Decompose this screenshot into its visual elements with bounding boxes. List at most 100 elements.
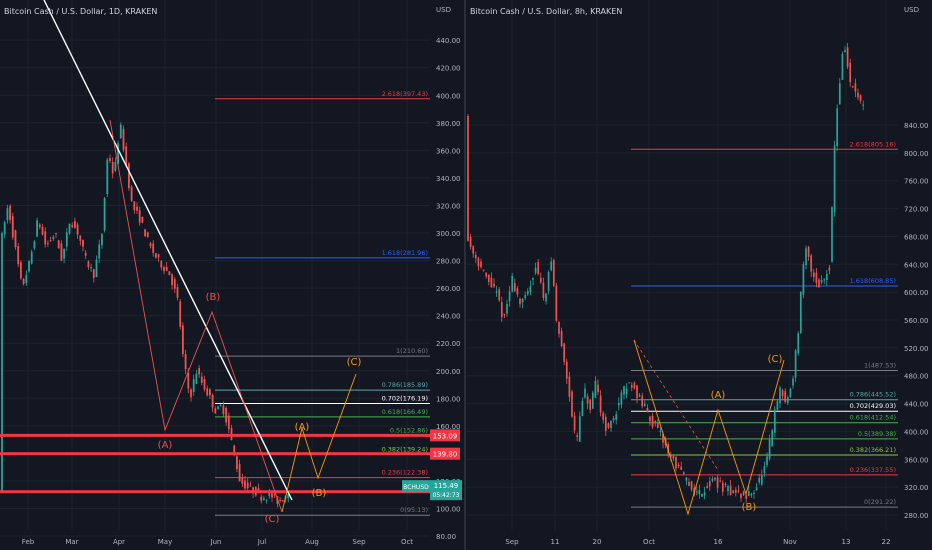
candle-body — [157, 254, 160, 258]
level-marker-band — [0, 490, 430, 494]
candle-body — [122, 128, 125, 150]
candle-body — [84, 252, 87, 256]
candle-body — [472, 246, 475, 254]
chart-panel-8h[interactable]: 280.00 320.00 360.00 400.00 440.00 480.00 520.… — [466, 0, 932, 550]
chart-panel-daily[interactable]: 80.00100.00120.00140.00160.00180.00200.0… — [0, 0, 464, 550]
candle-body — [623, 386, 625, 395]
candle-body — [111, 162, 114, 174]
candle-body — [576, 435, 579, 437]
candle-body — [831, 207, 833, 262]
candle-body — [165, 266, 168, 271]
candle-body — [610, 420, 612, 428]
candle-body — [114, 161, 117, 171]
candle-body — [823, 279, 826, 281]
fib-level-label: 0(291.22) — [864, 498, 896, 506]
candle-body — [662, 434, 664, 443]
candle-body — [90, 267, 92, 269]
candle-body — [550, 261, 553, 271]
candle-body — [47, 242, 49, 244]
daily-chart-canvas[interactable]: 80.00100.00120.00140.00160.00180.00200.0… — [0, 0, 464, 550]
candle-body — [568, 376, 571, 397]
candle-body — [44, 231, 47, 245]
8h-chart-canvas[interactable]: 280.00 320.00 360.00 400.00 440.00 480.00 520.… — [466, 0, 932, 550]
y-tick-label: 200.00 — [436, 368, 461, 376]
candle-body — [532, 278, 534, 280]
candle-body — [750, 493, 753, 496]
candle-body — [844, 50, 846, 53]
y-tick-label: 640.00 — [904, 261, 929, 269]
candle-body — [581, 400, 584, 417]
candle-body — [545, 293, 547, 302]
candle-body — [633, 382, 636, 389]
candle-body — [841, 53, 844, 80]
fib-level-label: 0(95.13) — [400, 506, 428, 514]
fib-level-label: 1.618(608.85) — [850, 277, 896, 285]
bar-countdown: 05:42:73 — [433, 492, 460, 499]
candle-body — [144, 229, 146, 237]
x-tick-label: Apr — [113, 538, 125, 546]
y-tick-label: 560.00 — [904, 317, 929, 325]
candle-body — [701, 493, 703, 497]
y-tick-label: 380.00 — [436, 120, 461, 128]
candle-body — [506, 303, 508, 314]
y-tick-label: 160.00 — [436, 423, 461, 431]
candle-body — [176, 287, 179, 298]
candle-body — [737, 490, 740, 492]
candle-body — [690, 481, 693, 490]
fib-level-label: 0.382(366.21) — [850, 446, 896, 454]
x-tick-label: May — [158, 538, 172, 546]
candle-body — [467, 115, 469, 242]
candle-body — [758, 477, 761, 483]
panel-divider[interactable] — [464, 0, 466, 550]
candle-body — [612, 417, 615, 421]
y-tick-label: 360.00 — [436, 147, 461, 155]
candle-body — [625, 389, 628, 395]
candle-body — [654, 420, 657, 423]
candle-body — [281, 500, 284, 502]
fib-level-label: 1.618(281.96) — [382, 249, 428, 257]
candle-body — [836, 108, 839, 146]
candle-body — [519, 298, 521, 305]
candle-body — [200, 376, 203, 383]
level-marker-tag — [430, 447, 460, 460]
candle-body — [734, 489, 737, 493]
candle-body — [503, 313, 506, 315]
candle-body — [160, 261, 163, 268]
candle-body — [859, 95, 862, 102]
candle-body — [95, 259, 98, 278]
candle-body — [265, 499, 268, 501]
candle-body — [225, 407, 227, 423]
candle-body — [187, 372, 190, 389]
candle-body — [636, 385, 638, 399]
candle-body — [542, 282, 545, 299]
candle-body — [552, 260, 555, 286]
candle-body — [227, 415, 230, 430]
dashed-connector — [633, 339, 719, 471]
candle-body — [133, 201, 136, 210]
candle-body — [273, 494, 276, 496]
fib-level-label: 0.702(429.03) — [850, 402, 896, 410]
candle-body — [695, 491, 698, 493]
x-tick-label: Mar — [65, 538, 78, 546]
candle-body — [680, 466, 683, 470]
candle-body — [98, 244, 101, 259]
fib-level-label: 0.236(337.55) — [850, 466, 896, 474]
candle-body — [604, 416, 607, 431]
candle-body — [682, 472, 685, 474]
wave-label: (C) — [265, 514, 280, 525]
wave-label: (A) — [295, 422, 310, 433]
y-tick-label: 760.00 — [904, 178, 929, 186]
candle-body — [669, 455, 672, 458]
candle-body — [755, 487, 758, 491]
candle-body — [846, 47, 849, 67]
candle-body — [92, 269, 95, 278]
projection-path — [281, 373, 357, 513]
y-tick-label: 680.00 — [904, 233, 929, 241]
candle-body — [480, 261, 482, 268]
candle-body — [643, 403, 646, 406]
candle-body — [727, 485, 729, 492]
candle-body — [469, 237, 472, 247]
candle-body — [797, 333, 800, 354]
candle-body — [586, 396, 589, 404]
candle-body — [268, 492, 271, 497]
